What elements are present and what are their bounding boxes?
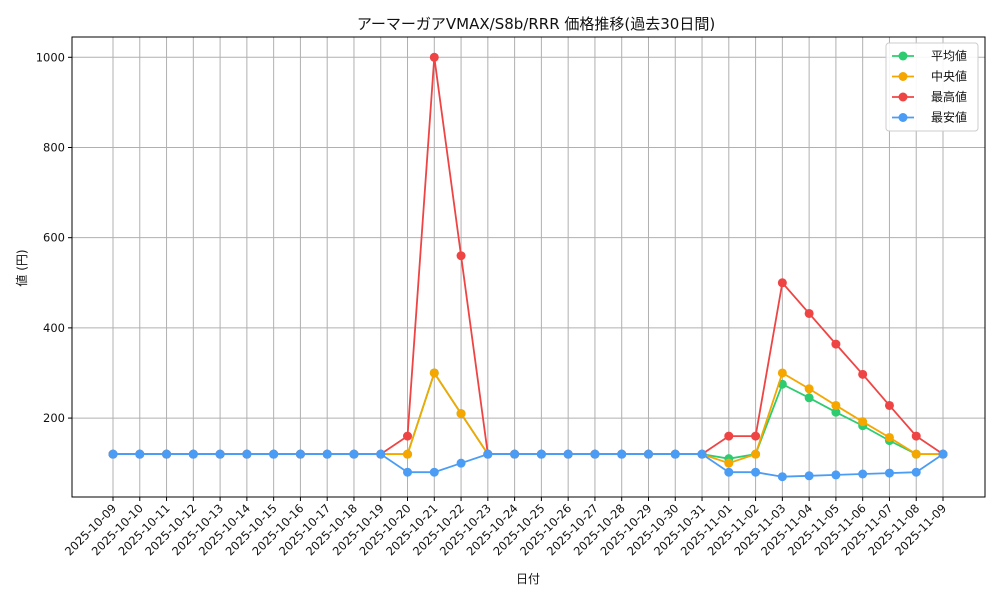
legend-marker	[898, 92, 908, 102]
data-point	[510, 449, 520, 459]
legend-label: 平均値	[931, 48, 967, 63]
legend-marker	[898, 113, 908, 122]
data-point	[724, 467, 734, 477]
data-point	[429, 467, 439, 477]
data-point	[295, 449, 305, 459]
data-point	[697, 449, 707, 459]
data-point	[804, 393, 814, 403]
data-series	[108, 52, 948, 482]
data-point	[884, 468, 894, 478]
data-point	[563, 449, 573, 459]
series-最安値	[108, 449, 948, 482]
data-point	[884, 432, 894, 442]
data-point	[617, 449, 627, 459]
data-point	[135, 449, 145, 459]
y-tick-label: 600	[43, 231, 65, 245]
legend-label: 中央値	[931, 69, 967, 84]
y-tick-label: 800	[43, 140, 65, 154]
data-point	[643, 449, 653, 459]
data-point	[403, 467, 413, 477]
x-axis-label: 日付	[516, 572, 540, 586]
data-point	[804, 308, 814, 318]
data-point	[456, 458, 466, 468]
data-point	[804, 471, 814, 481]
data-point	[536, 449, 546, 459]
data-point	[483, 449, 493, 459]
data-point	[777, 472, 787, 482]
data-point	[858, 369, 868, 379]
data-point	[429, 52, 439, 62]
data-point	[322, 449, 332, 459]
legend-box	[885, 42, 979, 132]
data-point	[831, 400, 841, 410]
data-point	[911, 467, 921, 477]
data-point	[911, 449, 921, 459]
data-point	[724, 458, 734, 468]
y-tick-label: 1000	[36, 50, 65, 64]
data-point	[804, 384, 814, 394]
legend-marker	[898, 72, 908, 81]
data-point	[777, 368, 787, 378]
data-point	[938, 449, 948, 459]
data-point	[349, 449, 359, 459]
data-point	[751, 449, 761, 459]
data-point	[162, 449, 172, 459]
legend-label: 最安値	[931, 110, 967, 125]
data-point	[831, 470, 841, 480]
legend-label: 最高値	[931, 89, 967, 104]
data-point	[858, 469, 868, 479]
data-point	[429, 368, 439, 378]
data-point	[269, 449, 279, 459]
y-tick-label: 400	[43, 321, 65, 335]
chart-title: アーマーガアVMAX/S8b/RRR 価格推移(過去30日間)	[357, 15, 715, 33]
legend-marker	[898, 51, 908, 61]
data-point	[108, 449, 118, 459]
data-point	[456, 251, 466, 261]
data-point	[884, 400, 894, 410]
data-point	[911, 431, 921, 441]
y-axis-label: 値 (円)	[14, 249, 29, 286]
data-point	[831, 339, 841, 349]
data-point	[590, 449, 600, 459]
data-point	[403, 449, 413, 459]
data-point	[215, 449, 225, 459]
plot-frame	[71, 36, 986, 498]
data-point	[858, 417, 868, 427]
data-point	[242, 449, 252, 459]
data-point	[777, 278, 787, 288]
axes: 2025-10-092025-10-102025-10-112025-10-12…	[36, 36, 986, 558]
data-point	[831, 407, 841, 417]
data-point	[751, 467, 761, 477]
y-tick-label: 200	[43, 411, 65, 425]
data-point	[376, 449, 386, 459]
data-point	[724, 431, 734, 441]
data-point	[670, 449, 680, 459]
data-point	[751, 431, 761, 441]
data-point	[456, 409, 466, 419]
data-point	[403, 431, 413, 441]
data-point	[188, 449, 198, 459]
grid-lines	[72, 37, 985, 497]
